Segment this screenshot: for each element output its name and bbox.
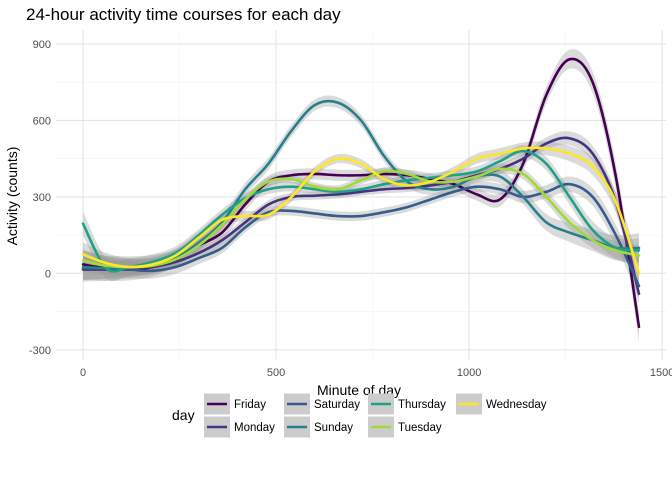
y-tick-label: -300 — [29, 345, 51, 357]
legend-label: Monday — [234, 422, 275, 434]
legend-item-wednesday: Wednesday — [456, 393, 547, 415]
legend-label: Tuesday — [398, 422, 442, 434]
chart-title: 24-hour activity time courses for each d… — [26, 5, 341, 24]
legend-label: Friday — [234, 399, 266, 411]
band-monday — [83, 131, 639, 305]
grid-layer — [56, 30, 666, 360]
line-wednesday — [81, 146, 641, 275]
y-tick-label: 300 — [33, 192, 51, 204]
x-tick-label: 0 — [80, 367, 86, 379]
legend-title: day — [172, 407, 195, 423]
legend-item-sunday: Sunday — [284, 416, 353, 438]
legend-label: Wednesday — [486, 399, 547, 411]
line-saturday — [81, 182, 641, 288]
axis-layer: 0 500 1000 1500 -300 0 300 600 900 — [29, 39, 672, 379]
band-sunday — [83, 95, 639, 282]
y-tick-label: 0 — [45, 268, 51, 280]
legend-label: Sunday — [314, 422, 353, 434]
line-thursday — [81, 149, 641, 273]
legend-item-monday: Monday — [204, 416, 275, 438]
x-tick-label: 500 — [267, 367, 285, 379]
y-axis-title: Activity (counts) — [4, 147, 20, 246]
legend-label: Thursday — [398, 399, 446, 411]
y-tick-label: 900 — [33, 39, 51, 51]
legend-items: Friday Monday Saturday Sunday Thursday Tuesda… — [204, 393, 547, 438]
legend-item-thursday: Thursday — [368, 393, 446, 415]
legend-item-tuesday: Tuesday — [368, 416, 442, 438]
series-lines — [81, 57, 641, 329]
confidence-bands — [83, 49, 639, 342]
legend-item-friday: Friday — [204, 393, 266, 415]
line-monday — [81, 136, 641, 296]
legend-item-saturday: Saturday — [284, 393, 360, 415]
x-tick-label: 1000 — [457, 367, 481, 379]
y-tick-label: 600 — [33, 115, 51, 127]
band-tuesday — [83, 163, 639, 276]
legend-label: Saturday — [314, 399, 360, 411]
x-tick-label: 1500 — [650, 367, 672, 379]
legend: day Friday Monday Saturday Sunday Thursday Tu… — [172, 393, 547, 438]
line-tuesday — [81, 167, 641, 269]
